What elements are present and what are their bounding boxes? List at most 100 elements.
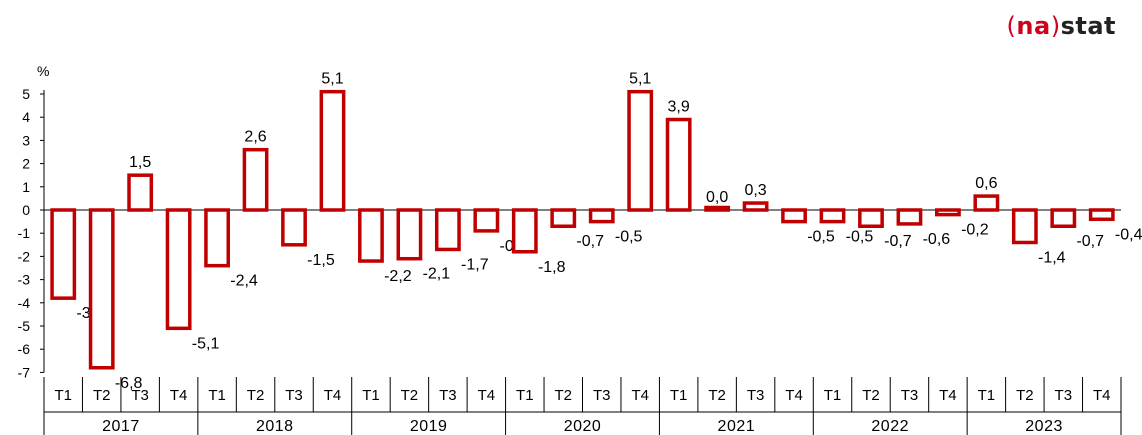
- bar: [1011, 208, 1038, 245]
- y-tick-label: -1: [18, 225, 31, 241]
- bar: [781, 208, 807, 224]
- quarter-tick-label: T4: [785, 387, 803, 404]
- quarter-tick-label: T1: [670, 387, 688, 404]
- data-label: 1,5: [129, 154, 151, 171]
- data-label: -1,8: [538, 259, 566, 276]
- data-label: -0,5: [615, 229, 643, 246]
- bar: [165, 208, 192, 331]
- nastat-logo: (na)stat: [1006, 12, 1116, 40]
- bar: [704, 205, 731, 212]
- bar: [1050, 208, 1077, 228]
- data-label: -1,5: [307, 252, 335, 269]
- quarter-tick-label: T4: [170, 387, 188, 404]
- bar: [281, 208, 307, 247]
- quarter-tick-label: T2: [93, 387, 111, 404]
- bar: [242, 147, 269, 212]
- quarter-tick-label: T4: [324, 387, 342, 404]
- bar: [396, 208, 423, 261]
- quarter-tick-label: T1: [208, 387, 226, 404]
- quarter-tick-label: T2: [708, 387, 726, 404]
- quarter-tick-label: T3: [285, 387, 303, 404]
- data-label: 3,9: [668, 99, 690, 116]
- quarter-tick-label: T2: [862, 387, 880, 404]
- data-label: 5,1: [321, 71, 343, 88]
- bar: [511, 208, 538, 254]
- bar: [858, 208, 884, 228]
- y-tick-label: -4: [18, 295, 31, 311]
- quarter-tick-label: T3: [439, 387, 457, 404]
- bar: [627, 89, 654, 212]
- y-tick-label: -5: [18, 318, 31, 334]
- data-label: -0,6: [923, 231, 951, 248]
- quarter-tick-label: T1: [54, 387, 72, 404]
- year-tick-label: 2019: [410, 418, 448, 435]
- bar: [127, 173, 154, 212]
- bar: [204, 208, 230, 268]
- quarter-tick-label: T3: [131, 387, 149, 404]
- bar: [896, 208, 923, 226]
- bar: [1088, 208, 1115, 222]
- data-label: -0,4: [1115, 226, 1142, 243]
- bar: [665, 117, 692, 212]
- bar: [973, 194, 1000, 212]
- data-label: -2,1: [423, 266, 451, 283]
- bar: [358, 208, 384, 263]
- bar: [50, 208, 77, 300]
- quarter-tick-label: T2: [401, 387, 419, 404]
- data-label: 5,1: [629, 71, 651, 88]
- y-tick-label: -3: [18, 272, 31, 288]
- quarter-tick-label: T1: [824, 387, 842, 404]
- quarter-tick-label: T4: [478, 387, 496, 404]
- bar: [88, 208, 115, 370]
- quarter-tick-label: T4: [1093, 387, 1111, 404]
- y-tick-label: 1: [22, 179, 30, 195]
- data-label: -1,4: [1038, 249, 1066, 266]
- quarter-tick-label: T2: [247, 387, 265, 404]
- data-label: -0,5: [846, 229, 874, 246]
- y-tick-label: 3: [22, 132, 30, 148]
- year-tick-label: 2017: [102, 418, 140, 435]
- data-label: 0,6: [975, 175, 997, 192]
- y-unit-label: %: [37, 63, 49, 79]
- data-label: -0,7: [884, 233, 912, 250]
- bar: [588, 208, 615, 224]
- bar: [319, 89, 346, 212]
- year-tick-label: 2018: [256, 418, 294, 435]
- bar: [473, 208, 500, 233]
- y-tick-label: -6: [18, 341, 31, 357]
- data-label: -0,7: [1076, 233, 1104, 250]
- data-label: -0,5: [807, 229, 835, 246]
- quarter-tick-label: T3: [747, 387, 765, 404]
- data-label: 0,3: [744, 182, 766, 199]
- quarter-tick-label: T3: [1055, 387, 1073, 404]
- quarter-tick-label: T3: [901, 387, 919, 404]
- quarter-tick-label: T1: [362, 387, 380, 404]
- quarter-tick-label: T4: [939, 387, 957, 404]
- y-tick-label: 5: [22, 86, 30, 102]
- data-label: 0,0: [706, 189, 728, 206]
- y-tick-label: 4: [22, 109, 30, 125]
- data-label: -6,8: [115, 375, 143, 392]
- quarter-tick-label: T2: [1016, 387, 1034, 404]
- quarter-tick-label: T3: [593, 387, 611, 404]
- y-tick-label: 0: [22, 202, 30, 218]
- quarter-tick-label: T4: [631, 387, 649, 404]
- quarter-tick-label: T2: [555, 387, 573, 404]
- data-label: -2,2: [384, 268, 412, 285]
- data-label: -2,4: [230, 273, 258, 290]
- year-tick-label: 2023: [1025, 418, 1063, 435]
- data-label: -0,7: [576, 233, 604, 250]
- data-label: -0,2: [961, 222, 989, 239]
- bar: [742, 201, 769, 212]
- bar: [819, 208, 846, 224]
- bar: [550, 208, 577, 228]
- data-label: 2,6: [244, 129, 266, 146]
- year-tick-label: 2022: [871, 418, 909, 435]
- bar: [935, 208, 961, 217]
- y-tick-label: 2: [22, 156, 30, 172]
- year-tick-label: 2020: [564, 418, 602, 435]
- bar: [434, 208, 461, 252]
- y-tick-label: -7: [18, 364, 31, 380]
- year-tick-label: 2021: [718, 418, 756, 435]
